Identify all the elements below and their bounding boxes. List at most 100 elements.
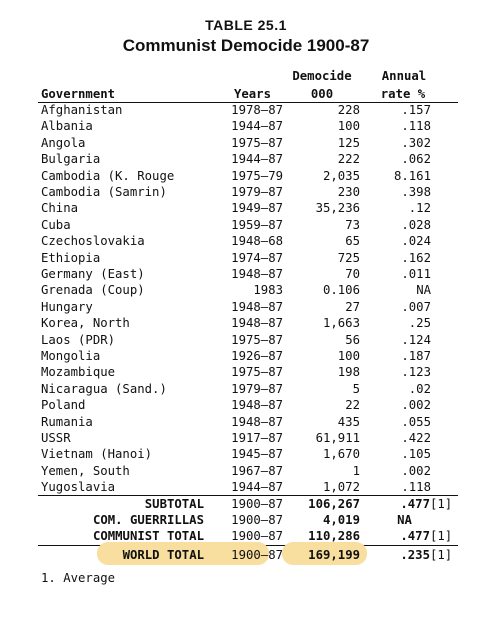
total-row: WORLD TOTAL 1900–87 169,199 .235 [1]	[0, 545, 492, 562]
cell-democide: 198	[337, 365, 360, 380]
table-row: Yemen, South 1967–87 1 .002	[0, 463, 492, 479]
total-note: [1]	[430, 548, 453, 562]
table-row: Rumania 1948–87 435 .055	[0, 414, 492, 430]
total-rate: .477	[400, 529, 430, 543]
table-row: Ethiopia 1974–87 725 .162	[0, 250, 492, 266]
total-label: COMMUNIST TOTAL	[92, 529, 204, 543]
total-label: WORLD TOTAL	[122, 548, 204, 562]
cell-government: Cambodia (Samrin)	[41, 185, 167, 199]
cell-years: 1917–87	[231, 431, 283, 445]
democide-header-line2: 000	[310, 87, 334, 101]
cell-years: 1948–68	[231, 234, 283, 249]
cell-government: Bulgaria	[41, 152, 101, 167]
cell-rate: .007	[401, 299, 431, 314]
cell-rate: .157	[401, 103, 431, 117]
cell-years: 1975–79	[231, 168, 283, 183]
cell-rate: 8.161	[393, 168, 431, 183]
table-title: Communist Democide 1900-87	[122, 36, 370, 55]
cell-government: Nicaragua (Sand.)	[41, 381, 167, 396]
total-label: COM. GUERRILLAS	[92, 513, 204, 527]
table-row: Poland 1948–87 22 .002	[0, 397, 492, 413]
table-row: Cambodia (Samrin) 1979–87 230 .398	[0, 184, 492, 200]
cell-years: 1967–87	[231, 463, 283, 478]
cell-government: Czechoslovakia	[41, 234, 145, 249]
cell-government: Cambodia (K. Rouge	[41, 168, 175, 183]
cell-rate: .002	[401, 398, 431, 413]
cell-rate: .002	[401, 463, 431, 478]
cell-rate: NA	[416, 283, 431, 298]
total-years: 1900–87	[231, 513, 283, 527]
cell-rate: .055	[401, 414, 431, 429]
cell-democide: 35,236	[315, 201, 360, 216]
cell-years: 1948–87	[231, 299, 283, 314]
cell-democide: 1,670	[322, 447, 360, 462]
cell-democide: 2,035	[322, 168, 360, 183]
cell-years: 1983	[253, 283, 283, 298]
total-note: [1]	[430, 529, 453, 543]
rate-header-line1: Annual	[381, 69, 427, 83]
table-row: Yugoslavia 1944–87 1,072 .118	[0, 479, 492, 495]
rate-header-line2: rate %	[380, 87, 426, 101]
cell-government: USSR	[41, 431, 71, 445]
table-row: Albania 1944–87 100 .118	[0, 118, 492, 134]
democide-header-line1: Democide	[292, 69, 352, 83]
header-row-bottom: Government Years 000 rate %	[0, 86, 492, 102]
total-rate: NA	[397, 513, 412, 527]
cell-democide: 0.106	[322, 283, 360, 298]
table-row: Angola 1975–87 125 .302	[0, 135, 492, 151]
cell-democide: 61,911	[315, 431, 360, 445]
cell-years: 1974–87	[231, 250, 283, 265]
table-row: Cuba 1959–87 73 .028	[0, 217, 492, 233]
table-row: Bulgaria 1944–87 222 .062	[0, 151, 492, 167]
cell-years: 1975–87	[231, 332, 283, 347]
cell-government: Poland	[41, 398, 86, 413]
table-row: Korea, North 1948–87 1,663 .25	[0, 315, 492, 331]
cell-rate: .123	[401, 365, 431, 380]
cell-government: Yemen, South	[41, 463, 130, 478]
footnote: 1. Average	[41, 571, 116, 585]
table-row: Laos (PDR) 1975–87 56 .124	[0, 332, 492, 348]
cell-rate: .118	[401, 480, 431, 495]
cell-democide: 73	[345, 217, 360, 232]
cell-government: Rumania	[41, 414, 93, 429]
cell-democide: 228	[337, 103, 360, 117]
cell-years: 1959–87	[231, 217, 283, 232]
cell-democide: 435	[337, 414, 360, 429]
cell-democide: 100	[337, 119, 360, 134]
years-header: Years	[233, 87, 271, 101]
world-total-label-highlight	[97, 542, 269, 565]
cell-democide: 100	[337, 349, 360, 363]
cell-rate: .25	[408, 316, 431, 331]
table-row: Germany (East) 1948–87 70 .011	[0, 266, 492, 282]
cell-rate: .398	[401, 185, 431, 199]
cell-democide: 22	[345, 398, 360, 413]
table-row: Mozambique 1975–87 198 .123	[0, 364, 492, 380]
cell-years: 1944–87	[231, 119, 283, 134]
cell-rate: .302	[401, 135, 431, 150]
header-row-top: Democide Annual	[0, 68, 492, 84]
cell-rate: .024	[401, 234, 431, 249]
cell-rate: .028	[401, 217, 431, 232]
cell-years: 1945–87	[231, 447, 283, 462]
cell-years: 1948–87	[231, 316, 283, 331]
table-row: Grenada (Coup) 1983 0.106 NA	[0, 282, 492, 298]
cell-democide: 230	[337, 185, 360, 199]
table-row: China 1949–87 35,236 .12	[0, 200, 492, 216]
cell-government: China	[41, 201, 79, 216]
table-row: Vietnam (Hanoi) 1945–87 1,670 .105	[0, 446, 492, 462]
cell-years: 1975–87	[231, 365, 283, 380]
cell-government: Albania	[41, 119, 93, 134]
cell-democide: 725	[337, 250, 360, 265]
cell-government: Angola	[41, 135, 86, 150]
cell-government: Germany (East)	[41, 267, 145, 281]
total-democide: 110,286	[308, 529, 360, 543]
cell-government: Mongolia	[41, 349, 101, 363]
cell-years: 1948–87	[231, 398, 283, 413]
cell-years: 1978–87	[231, 103, 283, 117]
total-label: SUBTOTAL	[144, 497, 204, 511]
cell-democide: 125	[337, 135, 360, 150]
cell-years: 1979–87	[231, 381, 283, 396]
table-row: Nicaragua (Sand.) 1979–87 5 .02	[0, 381, 492, 397]
cell-rate: .124	[401, 332, 431, 347]
cell-years: 1948–87	[231, 267, 283, 281]
